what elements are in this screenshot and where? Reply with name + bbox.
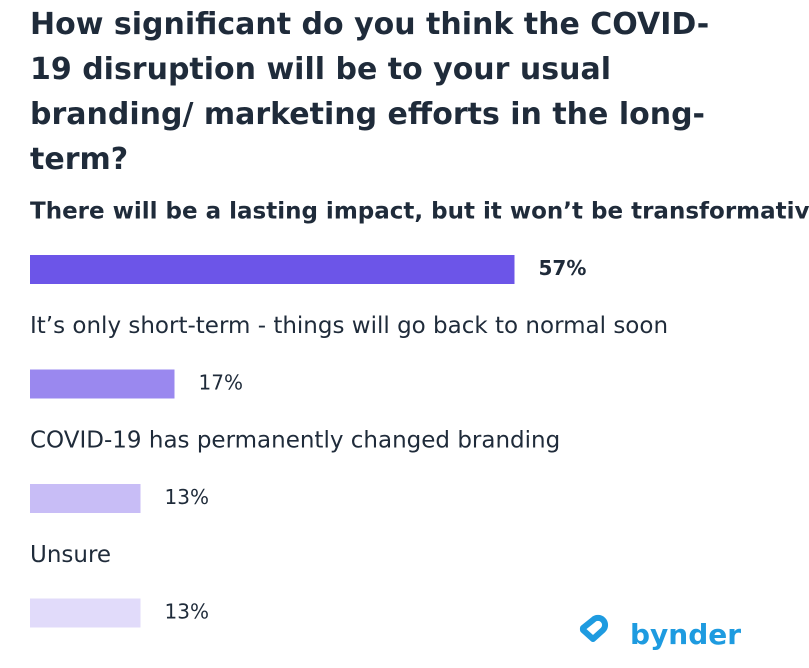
bar xyxy=(30,255,515,284)
brand-icon xyxy=(579,614,609,642)
brand-logo: bynder xyxy=(579,614,741,651)
chart-title: How significant do you think the COVID-1… xyxy=(30,7,710,177)
bar xyxy=(30,598,141,628)
bar xyxy=(30,484,141,513)
category-label: Unsure xyxy=(30,542,111,568)
bar xyxy=(30,369,175,399)
category-label: COVID-19 has permanently changed brandin… xyxy=(30,428,560,454)
value-label: 17% xyxy=(199,371,243,395)
value-label: 13% xyxy=(165,485,209,509)
value-label: 13% xyxy=(165,600,209,624)
category-label: It’s only short-term - things will go ba… xyxy=(30,313,668,339)
value-label: 57% xyxy=(539,256,587,280)
brand-name: bynder xyxy=(630,618,741,651)
category-label: There will be a lasting impact, but it w… xyxy=(30,199,809,225)
